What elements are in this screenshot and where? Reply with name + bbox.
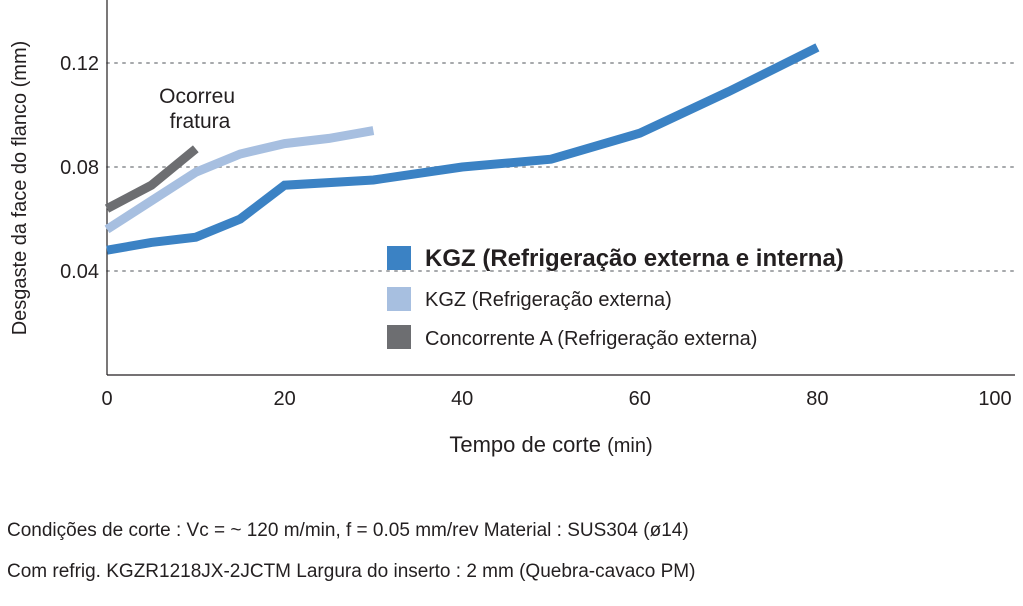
x-tick-label: 0 [101,388,112,410]
legend-label-kgz-ext-int: KGZ (Refrigeração externa e interna) [425,245,844,272]
legend-swatch-kgz-ext [387,287,411,311]
legend-label-competitor: Concorrente A (Refrigeração externa) [425,328,757,350]
x-tick-label: 100 [978,388,1011,410]
y-tick-label: 0.08 [60,157,99,179]
legend-label-kgz-ext: KGZ (Refrigeração externa) [425,289,672,311]
series-lines [104,43,820,255]
series-line-competitor [104,145,199,213]
series-line-kgz-ext [104,126,375,234]
x-tick-label: 40 [451,388,473,410]
legend-swatch-kgz-ext-int [387,246,411,270]
fracture-annotation-line1: Ocorreu [159,85,235,108]
y-tick-labels: 0.04 0.08 0.12 [60,53,99,283]
y-axis-label: Desgaste da face do flanco (mm) [9,41,31,336]
legend-item-competitor: Concorrente A (Refrigeração externa) [387,325,757,350]
cutting-conditions-line1: Condições de corte : Vc = ~ 120 m/min, f… [7,520,689,541]
x-axis-label-unit: (min) [607,435,653,457]
grid-lines [106,62,1016,272]
x-axis-label: Tempo de corte (min) [449,432,652,457]
y-tick-label: 0.04 [60,261,99,283]
legend-item-kgz-ext: KGZ (Refrigeração externa) [387,287,672,311]
legend-item-kgz-ext-int: KGZ (Refrigeração externa e interna) [387,245,844,272]
x-tick-label: 60 [629,388,651,410]
fracture-annotation-line2: fratura [170,110,231,133]
axes [106,0,1015,376]
x-axis-label-main: Tempo de corte [449,432,601,457]
fracture-annotation: Ocorreu fratura [159,85,241,133]
y-tick-label: 0.12 [60,53,99,75]
x-tick-label: 20 [273,388,295,410]
legend: KGZ (Refrigeração externa e interna) KGZ… [387,245,844,350]
cutting-conditions-line2: Com refrig. KGZR1218JX-2JCTM Largura do … [7,561,696,582]
x-tick-labels: 0 20 40 60 80 100 [101,388,1011,410]
x-tick-label: 80 [806,388,828,410]
legend-swatch-competitor [387,325,411,349]
series-line-kgz-ext-int [106,43,820,255]
